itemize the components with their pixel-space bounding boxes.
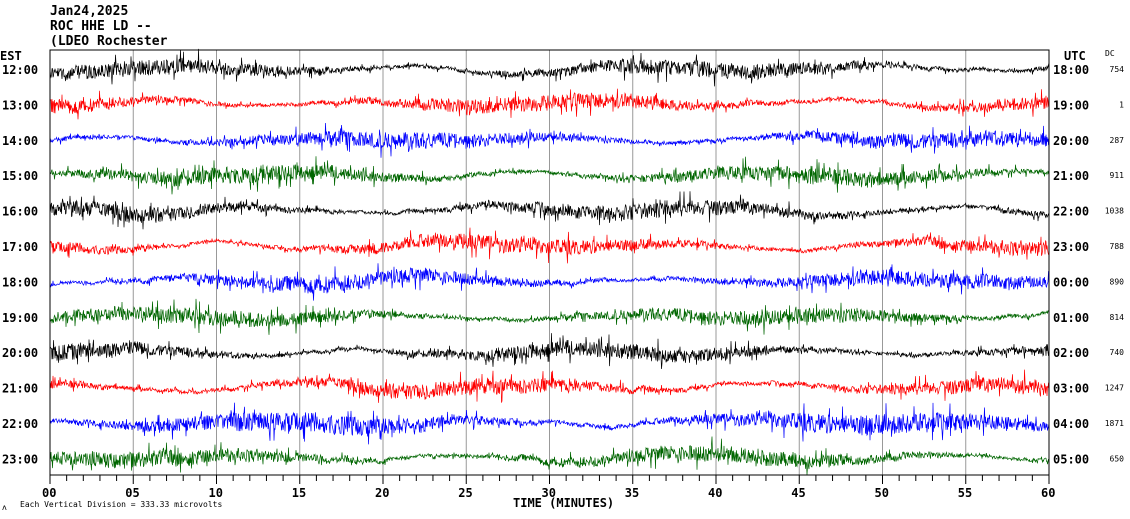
est-label: 18:00 <box>2 275 38 289</box>
est-axis-title: EST <box>0 49 22 63</box>
dc-value: 1247 <box>1105 384 1124 393</box>
dc-value: 287 <box>1110 136 1125 145</box>
x-tick-label: 20 <box>375 486 389 500</box>
x-tick-label: 45 <box>791 486 805 500</box>
dc-axis-title: DC <box>1105 49 1115 58</box>
dc-value: 1038 <box>1105 207 1124 216</box>
seismic-trace-2100 <box>49 369 1050 403</box>
seismic-trace-2200 <box>49 402 1050 445</box>
utc-label: 04:00 <box>1053 417 1089 431</box>
utc-label: 01:00 <box>1053 311 1089 325</box>
est-label: 20:00 <box>2 346 38 360</box>
x-tick-label: 55 <box>958 486 972 500</box>
seismic-trace-1600 <box>49 191 1050 230</box>
network-label: (LDEO Rochester <box>50 34 168 49</box>
utc-label: 19:00 <box>1053 98 1089 112</box>
x-tick-label: 60 <box>1041 486 1055 500</box>
dc-value: 788 <box>1110 242 1125 251</box>
utc-label: 02:00 <box>1053 346 1089 360</box>
x-tick-label: 00 <box>42 486 56 500</box>
x-axis-label: TIME (MINUTES) <box>513 496 614 510</box>
utc-label: 21:00 <box>1053 169 1089 183</box>
seismic-trace-1900 <box>49 298 1050 335</box>
est-label: 23:00 <box>2 452 38 466</box>
x-tick-label: 15 <box>292 486 306 500</box>
utc-label: 03:00 <box>1053 382 1089 396</box>
utc-label: 20:00 <box>1053 134 1089 148</box>
date-label: Jan24,2025 <box>50 4 129 19</box>
axes: 00 05 10 15 20 25 30 35 40 45 50 55 60 12:00 18:00 754 1… <box>2 49 1125 500</box>
utc-label: 00:00 <box>1053 275 1089 289</box>
utc-label: 05:00 <box>1053 452 1089 466</box>
x-tick-label: 40 <box>708 486 722 500</box>
x-tick-label: 05 <box>125 486 139 500</box>
seismic-traces <box>49 48 1050 475</box>
utc-label: 23:00 <box>1053 240 1089 254</box>
seismic-trace-1400 <box>49 122 1050 158</box>
est-label: 19:00 <box>2 311 38 325</box>
seismic-trace-1700 <box>49 227 1050 264</box>
grid-lines <box>132 50 967 475</box>
utc-axis-title: UTC <box>1064 49 1086 63</box>
est-label: 13:00 <box>2 98 38 112</box>
seismic-trace-1200 <box>49 48 1050 87</box>
dc-value: 1871 <box>1105 419 1124 428</box>
est-label: 17:00 <box>2 240 38 254</box>
seismic-trace-2300 <box>49 436 1050 475</box>
dc-value: 911 <box>1110 171 1125 180</box>
corner-mark: ʌ <box>2 503 7 512</box>
seismic-trace-1500 <box>49 156 1050 195</box>
dc-value: 1 <box>1119 100 1124 109</box>
est-label: 14:00 <box>2 134 38 148</box>
station-label: ROC HHE LD -- <box>50 19 152 34</box>
x-tick-label: 25 <box>458 486 472 500</box>
utc-label: 18:00 <box>1053 63 1089 77</box>
est-label: 16:00 <box>2 205 38 219</box>
est-label: 12:00 <box>2 63 38 77</box>
scale-text: Each Vertical Division = 333.33 microvol… <box>20 500 222 509</box>
est-label: 22:00 <box>2 417 38 431</box>
dc-value: 814 <box>1110 313 1125 322</box>
dc-value: 754 <box>1110 65 1125 74</box>
seismic-trace-1300 <box>49 88 1050 120</box>
x-tick-label: 30 <box>542 486 556 500</box>
seismic-trace-2000 <box>49 333 1050 370</box>
x-tick-label: 50 <box>875 486 889 500</box>
seismic-trace-1800 <box>49 263 1050 301</box>
est-label: 21:00 <box>2 382 38 396</box>
est-label: 15:00 <box>2 169 38 183</box>
x-tick-label: 10 <box>209 486 223 500</box>
dc-value: 890 <box>1110 277 1125 286</box>
dc-value: 740 <box>1110 348 1125 357</box>
x-tick-label: 35 <box>625 486 639 500</box>
utc-label: 22:00 <box>1053 205 1089 219</box>
dc-value: 650 <box>1110 454 1125 463</box>
